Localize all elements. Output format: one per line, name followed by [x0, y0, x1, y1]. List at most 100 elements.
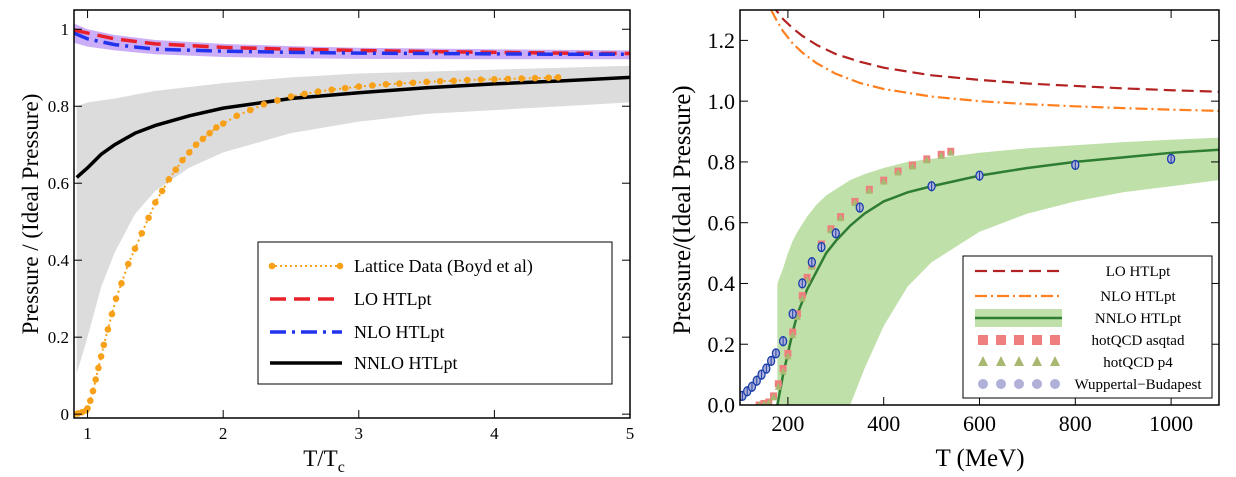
lattice-point: [124, 260, 132, 268]
legend-entry-label: LO HTLpt: [354, 289, 431, 309]
p4-point: [837, 214, 845, 222]
left-chart: 1 2 3 4 5 0 0.2 0.4 0.6 0.8 1 T/Tc Pressure / (Ide…: [18, 9, 634, 476]
lattice-point: [206, 129, 213, 137]
lattice-point: [409, 79, 417, 87]
lattice-point: [450, 77, 458, 85]
right-data-points: [740, 147, 1176, 405]
right-bands: [777, 137, 1219, 405]
lattice-point: [531, 74, 539, 82]
legend-p4-marker: [1014, 356, 1024, 366]
left-plot-frame: [73, 9, 631, 419]
left-y-tick-label: 0.2: [48, 328, 69, 347]
p4-point: [757, 401, 762, 405]
p4-point: [865, 186, 873, 194]
p4-point: [770, 393, 778, 401]
right-x-axis-label: T (MeV): [935, 445, 1024, 472]
right-y-tick-label: 0.2: [708, 332, 736, 357]
legend-entry-label: Lattice Data (Boyd et al): [354, 256, 533, 277]
lattice-point: [274, 97, 281, 104]
right-legend: LO HTLpt NLO HTLpt NNLO HTLpt hotQCD asqtad…: [962, 255, 1213, 399]
lattice-point: [518, 75, 525, 82]
lattice-point: [131, 245, 139, 252]
lattice-point: [92, 376, 99, 383]
right-x-tick-label: 1000: [1149, 411, 1193, 436]
lattice-point: [477, 76, 485, 83]
right-x-tick-label: 200: [771, 411, 804, 436]
lattice-point: [369, 82, 376, 89]
right-y-tick-label: 1.2: [708, 28, 736, 53]
right-y-tick-label: 0.6: [708, 210, 736, 235]
right-chart: 200 400 600 800 1000 0.0 0.2 0.4 0.6 0.8 1.0 1.2 T …: [669, 9, 1220, 472]
lattice-point: [192, 141, 200, 149]
legend-wb-marker: [1050, 379, 1060, 389]
lattice-point: [233, 112, 241, 120]
lattice-point: [104, 326, 112, 333]
lattice-point: [172, 166, 180, 174]
lattice-point: [84, 405, 91, 412]
right-y-tick-label: 1.0: [708, 89, 736, 114]
lattice-point: [199, 135, 207, 143]
p4-point: [880, 177, 888, 185]
lattice-point: [100, 341, 108, 349]
lattice-point: [213, 124, 220, 131]
lattice-point: [179, 156, 186, 164]
lattice-point: [112, 295, 120, 302]
p4-point: [923, 156, 931, 164]
legend-asqtad-marker: [996, 335, 1006, 345]
legend-entry-label: NNLO HTLpt: [354, 353, 457, 373]
lattice-point: [328, 86, 335, 93]
lattice-point: [95, 364, 102, 372]
left-x-axis-label: T/Tc: [303, 446, 345, 476]
lattice-point: [463, 76, 471, 84]
legend-entry-label: NLO HTLpt: [354, 322, 444, 342]
lattice-point: [554, 74, 562, 81]
lattice-point: [138, 229, 146, 237]
p4-point: [784, 352, 792, 360]
nnlo-uncertainty-band: [777, 137, 1219, 405]
legend-wb-marker: [978, 379, 988, 389]
legend-asqtad-marker: [1032, 335, 1042, 345]
lo-htlpt-line: [774, 10, 1219, 93]
legend-wb-marker: [996, 379, 1006, 389]
legend-lattice-marker: [268, 262, 276, 270]
right-y-axis-label: Pressure/(Ideal Pressure): [669, 85, 696, 334]
lattice-point: [287, 93, 295, 100]
p4-point: [793, 312, 801, 320]
lattice-point: [97, 353, 105, 360]
legend-wb-marker: [1014, 379, 1024, 389]
left-axis-ticks: 1 2 3 4 5 0 0.2 0.4 0.6 0.8 1: [48, 10, 634, 443]
lattice-point: [545, 74, 552, 82]
p4-point: [947, 148, 955, 156]
left-x-tick-label: 4: [490, 424, 499, 443]
legend-entry-label: hotQCD p4: [1103, 355, 1173, 371]
lattice-point: [260, 101, 268, 108]
left-y-tick-label: 0: [61, 405, 70, 424]
lattice-point: [491, 75, 498, 83]
legend-entry-label: NNLO HTLpt: [1095, 311, 1182, 327]
lo-nlo-uncertainty-band: [74, 23, 630, 60]
legend-p4-marker: [996, 356, 1006, 366]
nnlo-uncertainty-band: [76, 65, 630, 374]
lattice-point: [108, 310, 116, 318]
right-y-tick-label: 0.8: [708, 150, 736, 175]
p4-point: [789, 331, 797, 339]
lattice-point: [436, 77, 444, 85]
left-legend: Lattice Data (Boyd et al) LO HTLpt NLO HTL…: [257, 241, 613, 385]
nlo-htlpt-line: [770, 10, 1219, 112]
nnlo-htlpt-line: [75, 75, 630, 179]
lattice-point: [89, 387, 97, 395]
nlo-htlpt-line: [74, 31, 630, 57]
left-bands: [74, 23, 630, 374]
legend-p4-marker: [1032, 356, 1042, 366]
right-y-tick-label: 0.4: [708, 271, 736, 296]
lattice-point: [504, 75, 512, 83]
right-x-tick-label: 600: [963, 411, 996, 436]
p4-point: [798, 294, 806, 302]
lattice-point: [423, 78, 430, 86]
right-axis-ticks: 200 400 600 800 1000 0.0 0.2 0.4 0.6 0.8 1.0 1.2: [708, 10, 1219, 436]
legend-asqtad-marker: [1050, 335, 1060, 345]
lattice-point: [382, 80, 390, 88]
lattice-point: [246, 106, 254, 114]
p4-point: [774, 382, 782, 390]
p4-point: [908, 162, 916, 170]
